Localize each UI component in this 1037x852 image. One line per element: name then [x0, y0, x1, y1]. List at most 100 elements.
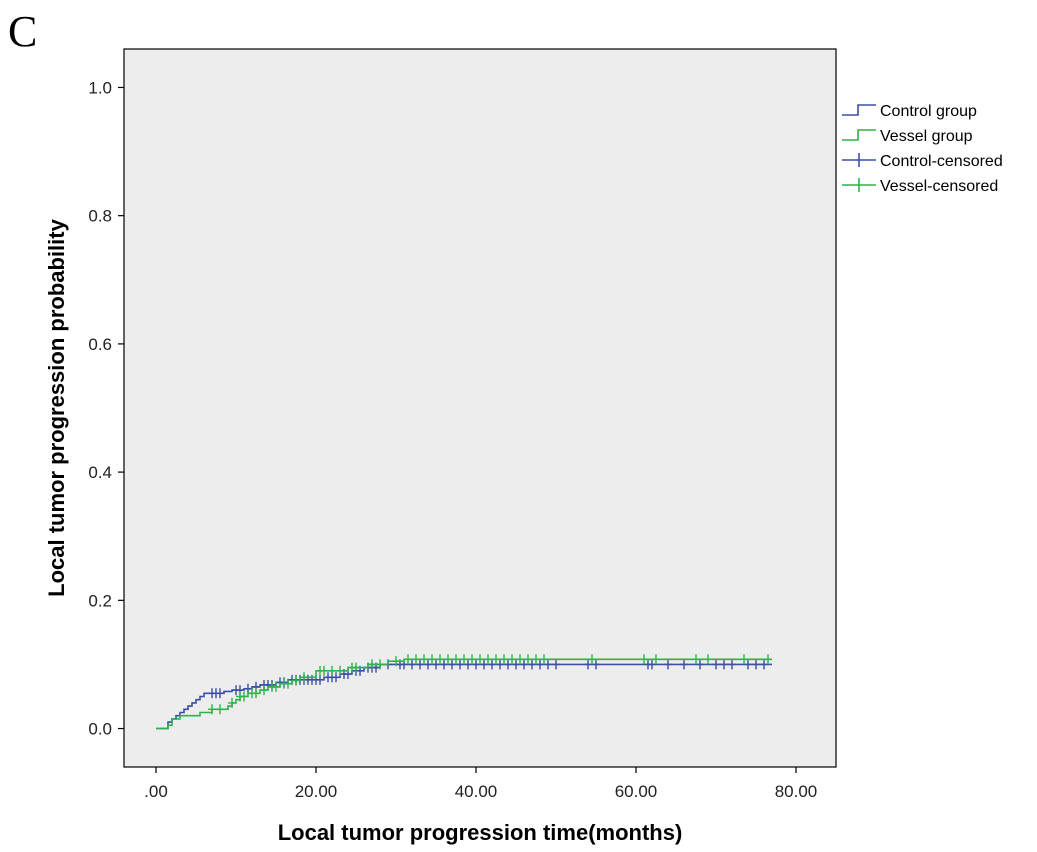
vessel-group-censor-mark	[704, 654, 712, 665]
vessel-group-censor-mark	[260, 685, 268, 696]
x-axis-title: Local tumor progression time(months)	[278, 820, 683, 845]
legend-step-swatch	[842, 129, 876, 141]
vessel-group-censor-mark	[272, 681, 280, 692]
vessel-group-censor-mark	[468, 654, 476, 665]
legend-item: Vessel group	[842, 128, 973, 145]
control-group-censor-mark	[680, 659, 688, 670]
control-group-censor-mark	[744, 659, 752, 670]
control-group-censor-mark	[496, 659, 504, 670]
control-group-censor-mark	[456, 659, 464, 670]
control-group-censor-mark	[528, 659, 536, 670]
legend-label: Vessel-censored	[880, 178, 998, 195]
legend-label: Control-censored	[880, 153, 1003, 170]
control-group-censor-mark	[424, 659, 432, 670]
vessel-group-censor-mark	[328, 665, 336, 676]
control-group-censor-mark	[544, 659, 552, 670]
control-group-censor-mark	[728, 659, 736, 670]
control-group-censor-mark	[504, 659, 512, 670]
legend-censor-swatch	[842, 153, 876, 167]
vessel-group-censor-mark	[320, 665, 328, 676]
series-layer	[156, 654, 772, 730]
x-tick-label: 40.00	[455, 782, 498, 801]
vessel-group-censor-mark	[492, 654, 500, 665]
legend: Control group Vessel group Control-censore…	[842, 103, 1003, 195]
vessel-group-censor-mark	[484, 654, 492, 665]
vessel-group-censor-mark	[292, 675, 300, 686]
vessel-group-censor-mark	[216, 704, 224, 715]
y-tick-label: 0.2	[88, 591, 112, 610]
vessel-group-censor-mark	[428, 654, 436, 665]
vessel-group-censor-mark	[460, 654, 468, 665]
y-axis-title: Local tumor progression probability	[44, 218, 69, 596]
y-tick-label: 1.0	[88, 78, 112, 97]
y-axis: 0.0 0.2 0.4 0.6 0.8 1.0	[88, 78, 124, 739]
vessel-group-censor-mark	[228, 697, 236, 708]
vessel-group-censor-mark	[444, 654, 452, 665]
control-group-censor-mark	[752, 659, 760, 670]
vessel-group-censor-mark	[368, 659, 376, 670]
vessel-group-censor-mark	[524, 654, 532, 665]
x-tick-label: 20.00	[295, 782, 338, 801]
legend-label: Vessel group	[880, 128, 973, 145]
vessel-group-censor-mark	[452, 654, 460, 665]
control-group-censor-mark	[408, 659, 416, 670]
control-group-censor-mark	[244, 683, 252, 694]
vessel-group-censor-mark	[284, 678, 292, 689]
control-group-censor-mark	[696, 659, 704, 670]
vessel-group-censor-mark	[516, 654, 524, 665]
control-group-censor-mark	[760, 659, 768, 670]
plot-area	[123, 48, 837, 768]
vessel-group-censor-mark	[412, 654, 420, 665]
control-group-censor-mark	[664, 659, 672, 670]
x-tick-label: .00	[144, 782, 168, 801]
vessel-group-censor-mark	[336, 665, 344, 676]
control-group-censor-mark	[584, 659, 592, 670]
vessel-group-censor-mark	[404, 654, 412, 665]
panel-label: C	[8, 7, 37, 56]
y-tick-label: 0.0	[88, 720, 112, 739]
control-group-censor-mark	[512, 659, 520, 670]
vessel-group-censor-mark	[640, 654, 648, 665]
control-group-censor-mark	[712, 659, 720, 670]
legend-item: Control-censored	[842, 153, 1003, 170]
control-group-censor-mark	[448, 659, 456, 670]
vessel-group-censor-mark	[588, 654, 596, 665]
vessel-group-censor-mark	[240, 691, 248, 702]
vessel-group-censor-mark	[508, 654, 516, 665]
control-group-censor-mark	[316, 674, 324, 685]
control-group-censor-mark	[480, 659, 488, 670]
control-group-censor-mark	[216, 688, 224, 699]
x-tick-label: 60.00	[615, 782, 658, 801]
legend-item: Control group	[842, 103, 977, 120]
vessel-group-censor-mark	[436, 654, 444, 665]
control-group-censor-mark	[552, 659, 560, 670]
control-group-censor-mark	[648, 659, 656, 670]
x-tick-label: 80.00	[775, 782, 818, 801]
vessel-group-censor-mark	[764, 654, 772, 665]
vessel-group-censor-mark	[300, 672, 308, 683]
y-tick-label: 0.4	[88, 463, 112, 482]
legend-label: Control group	[880, 103, 977, 120]
vessel-group-censor-mark	[352, 662, 360, 673]
vessel-group-censor-mark	[476, 654, 484, 665]
control-group-censor-mark	[720, 659, 728, 670]
control-group-censor-mark	[440, 659, 448, 670]
vessel-group-censor-mark	[392, 656, 400, 667]
x-axis: .00 20.00 40.00 60.00 80.00	[144, 767, 817, 801]
legend-censor-swatch	[842, 178, 876, 192]
vessel-group-censor-mark	[500, 654, 508, 665]
y-tick-label: 0.6	[88, 335, 112, 354]
control-group-censor-mark	[472, 659, 480, 670]
y-tick-label: 0.8	[88, 207, 112, 226]
vessel-group-censor-mark	[652, 654, 660, 665]
control-group-censor-mark	[332, 672, 340, 683]
control-group-censor-mark	[416, 659, 424, 670]
legend-step-swatch	[842, 104, 876, 116]
vessel-group-censor-mark	[540, 654, 548, 665]
legend-item: Vessel-censored	[842, 178, 998, 195]
control-group-censor-mark	[536, 659, 544, 670]
vessel-group-censor-mark	[376, 659, 384, 670]
vessel-group-censor-mark	[252, 688, 260, 699]
vessel-group-censor-mark	[420, 654, 428, 665]
